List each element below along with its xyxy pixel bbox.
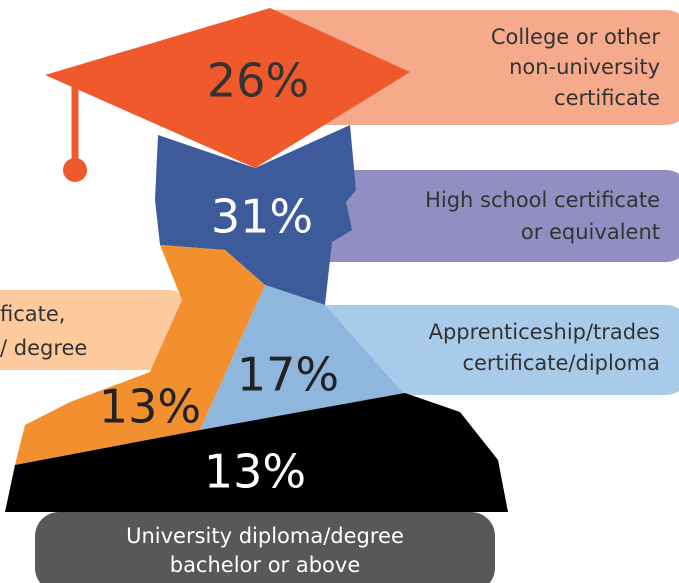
- cap: [45, 8, 410, 168]
- label: College or other: [491, 25, 660, 49]
- percent: 13%: [204, 445, 306, 499]
- label: University diploma/degree: [126, 524, 404, 548]
- percent: 17%: [237, 348, 339, 402]
- label: High school certificate: [425, 188, 660, 212]
- bubble-university: [35, 512, 495, 583]
- segment-orange: [15, 245, 265, 465]
- bubble-left: [0, 290, 192, 370]
- label: or equivalent: [521, 220, 660, 244]
- tassel-dot: [63, 158, 87, 182]
- percent: 31%: [211, 190, 313, 244]
- label: non-university: [509, 55, 660, 79]
- label: Apprenticeship/trades: [429, 320, 660, 344]
- label: certificate: [554, 86, 660, 110]
- bubble-highschool: [290, 170, 679, 262]
- label: / degree: [0, 336, 87, 360]
- percent: 13%: [99, 380, 201, 434]
- segment-apprentice: [200, 285, 405, 430]
- head-blue: [155, 125, 356, 305]
- percent: 26%: [207, 54, 309, 108]
- label: bachelor or above: [170, 553, 361, 577]
- bubble-apprentice: [290, 305, 679, 395]
- segment-black: [5, 393, 508, 512]
- label: certificate/diploma: [462, 351, 660, 375]
- label: ficate,: [0, 302, 65, 326]
